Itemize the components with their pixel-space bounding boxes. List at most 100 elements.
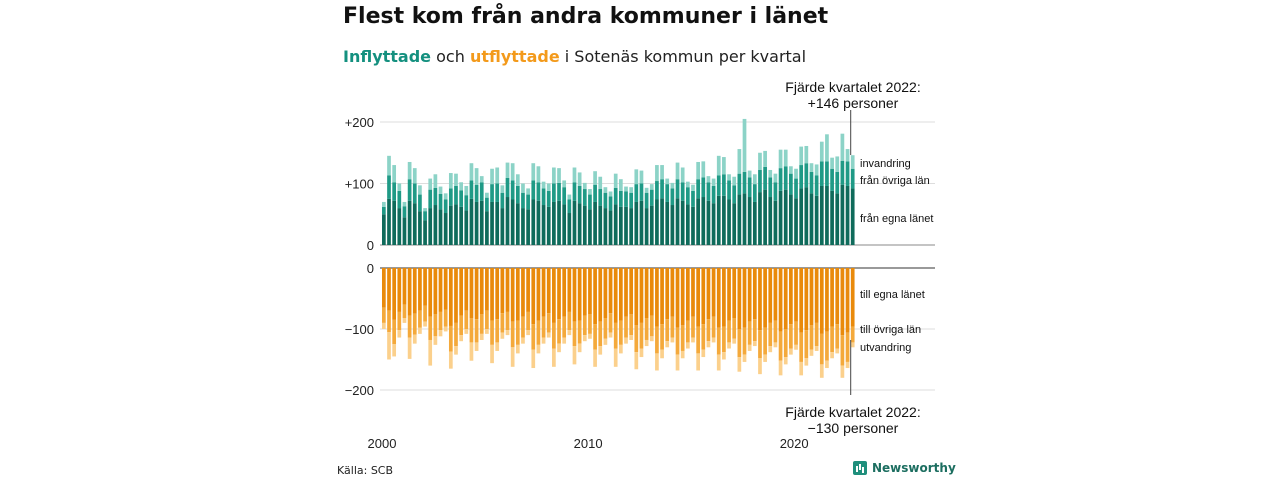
- bar-out-1-59: [685, 320, 690, 343]
- bar-in-2-23: [500, 185, 505, 193]
- bar-out-0-66: [722, 268, 726, 327]
- bar-in-1-23: [500, 192, 505, 209]
- bar-in-0-1: [387, 198, 391, 245]
- bar-in-1-16: [464, 195, 469, 211]
- bar-out-0-23: [500, 268, 505, 314]
- bar-in-0-72: [752, 201, 757, 245]
- bar-out-1-65: [716, 327, 721, 355]
- bar-out-0-1: [387, 268, 391, 311]
- bar-out-0-55: [665, 268, 670, 320]
- inflow-bars: [382, 118, 855, 245]
- bar-out-1-74: [763, 327, 767, 355]
- bar-in-1-25: [510, 180, 515, 200]
- bar-in-2-71: [747, 170, 752, 178]
- bar-in-2-49: [634, 169, 639, 185]
- bar-out-2-69: [737, 357, 742, 372]
- bar-out-2-55: [665, 341, 670, 348]
- bar-in-0-67: [727, 199, 731, 245]
- bar-in-1-17: [469, 180, 474, 199]
- bar-in-1-66: [722, 174, 726, 196]
- bar-out-1-75: [768, 322, 773, 347]
- y-tick-out-2: −200: [345, 383, 374, 398]
- bar-out-1-9: [428, 316, 433, 340]
- bar-out-0-63: [706, 268, 711, 320]
- bar-out-2-74: [763, 354, 767, 362]
- bar-out-0-22: [495, 268, 500, 320]
- bar-in-1-4: [402, 206, 407, 218]
- bar-out-2-86: [825, 360, 829, 369]
- bar-out-0-17: [469, 268, 474, 319]
- bar-out-2-88: [835, 348, 840, 354]
- bar-in-0-0: [382, 214, 386, 245]
- bar-in-1-89: [840, 160, 845, 185]
- bar-out-0-31: [541, 268, 546, 317]
- bar-in-2-82: [804, 145, 809, 164]
- bar-in-1-40: [588, 194, 592, 210]
- bar-out-0-34: [557, 268, 561, 320]
- bar-in-0-35: [562, 204, 567, 245]
- bar-in-0-25: [510, 199, 515, 245]
- bar-in-0-76: [773, 200, 778, 245]
- bar-in-0-71: [747, 197, 752, 245]
- bar-out-0-16: [464, 268, 469, 311]
- bar-in-0-28: [526, 209, 530, 245]
- bar-in-0-89: [840, 184, 845, 245]
- bar-in-2-85: [819, 141, 824, 162]
- bar-out-2-43: [603, 338, 608, 345]
- newsworthy-logo[interactable]: Newsworthy: [853, 461, 956, 475]
- bar-in-2-66: [722, 157, 726, 175]
- bar-in-0-31: [541, 205, 546, 245]
- bar-in-2-91: [850, 155, 855, 169]
- bar-in-0-80: [794, 198, 798, 245]
- bar-out-0-70: [742, 268, 747, 328]
- bar-in-1-5: [407, 179, 412, 201]
- bar-out-2-6: [412, 334, 417, 344]
- bar-in-2-3: [397, 183, 402, 191]
- bar-in-2-37: [572, 167, 577, 183]
- bar-in-1-9: [428, 189, 433, 209]
- bar-out-0-12: [443, 268, 448, 310]
- subtitle-och: och: [431, 47, 470, 66]
- bar-out-2-84: [814, 346, 819, 351]
- bar-in-0-58: [680, 200, 685, 245]
- bar-in-2-35: [562, 180, 567, 188]
- bar-out-0-3: [397, 268, 402, 312]
- bar-in-1-8: [423, 211, 427, 221]
- bar-in-0-51: [644, 208, 649, 245]
- bar-in-2-41: [593, 171, 597, 185]
- bar-in-2-11: [438, 186, 443, 194]
- bar-out-0-15: [459, 268, 463, 316]
- bar-out-1-11: [438, 311, 443, 331]
- bar-in-2-29: [531, 163, 536, 181]
- bar-out-2-10: [433, 336, 438, 345]
- bar-out-0-43: [603, 268, 608, 319]
- bar-out-1-69: [737, 329, 742, 358]
- bar-in-0-75: [768, 197, 773, 245]
- bar-in-1-21: [490, 184, 494, 202]
- bar-out-2-5: [407, 337, 412, 359]
- bar-out-1-79: [789, 324, 793, 349]
- bar-out-0-5: [407, 268, 412, 316]
- bar-in-2-70: [742, 118, 747, 172]
- bar-out-0-84: [814, 268, 819, 323]
- bar-out-0-18: [474, 268, 479, 320]
- bar-out-1-27: [521, 316, 525, 338]
- bar-in-1-91: [850, 168, 855, 189]
- bar-out-2-15: [459, 335, 463, 342]
- bar-in-0-5: [407, 200, 412, 245]
- bar-out-1-49: [634, 325, 639, 353]
- bar-in-0-65: [716, 195, 721, 245]
- bar-in-1-70: [742, 171, 747, 194]
- bar-in-0-56: [670, 205, 675, 245]
- bar-out-0-29: [531, 268, 536, 325]
- bar-in-1-87: [830, 168, 834, 191]
- bar-out-0-74: [763, 268, 767, 328]
- bar-out-2-2: [392, 344, 397, 357]
- bar-in-1-55: [665, 184, 670, 202]
- bar-in-2-9: [428, 178, 433, 190]
- bar-out-2-62: [701, 349, 706, 358]
- bar-out-2-36: [567, 330, 572, 336]
- bar-in-2-67: [727, 174, 731, 181]
- bar-in-0-74: [763, 189, 767, 245]
- bar-in-1-69: [737, 173, 742, 195]
